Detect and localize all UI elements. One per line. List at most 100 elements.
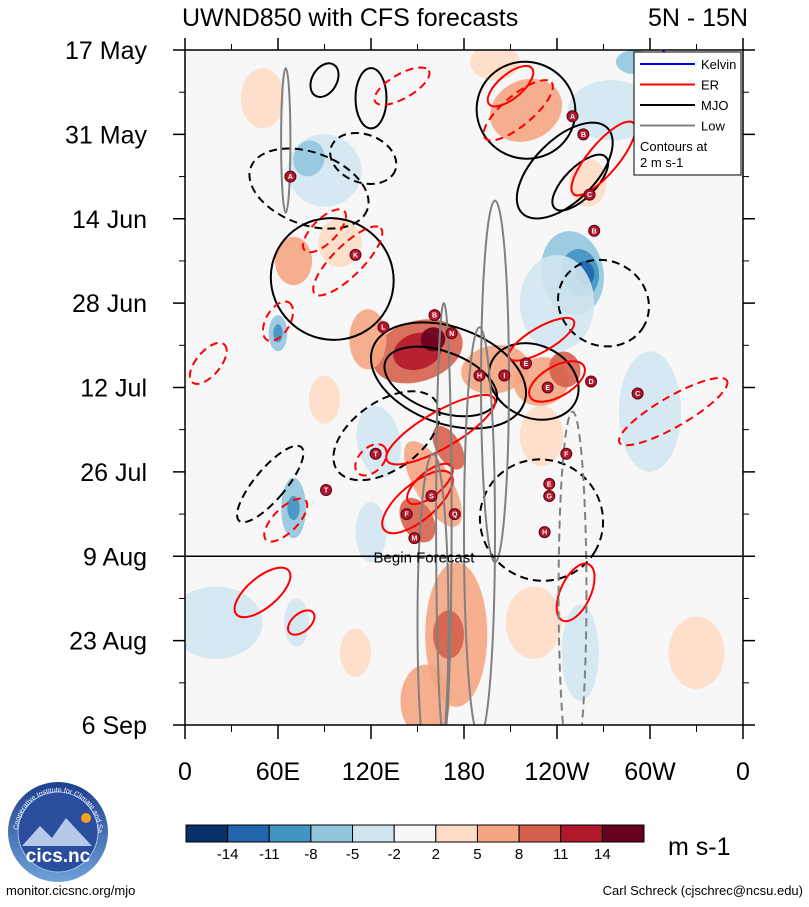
x-tick-label: 120E (342, 758, 400, 786)
storm-marker: F (560, 447, 573, 460)
contour-lines (188, 50, 729, 725)
colorbar-swatch (560, 824, 603, 843)
storm-label: I (503, 373, 505, 380)
storm-marker: C (583, 188, 596, 201)
contour-12 (236, 444, 305, 524)
legend-label: MJO (701, 98, 728, 113)
contour-39 (480, 199, 510, 564)
chart-title: UWND850 with CFS forecasts (182, 4, 518, 32)
storm-marker: Q (448, 508, 461, 521)
contour-17 (373, 66, 431, 106)
x-tick-label: 0 (736, 758, 750, 786)
storm-label: A (570, 114, 575, 121)
contour-38 (280, 67, 292, 214)
storm-marker: F (400, 508, 413, 521)
y-axis: 17 May 31 May 14 Jun 28 Jun 12 Jul 26 Jul 9 Au… (65, 37, 755, 740)
anomaly-blob-4 (461, 344, 529, 394)
legend-label: Low (701, 119, 725, 134)
y-tick-label: 6 Sep (82, 712, 147, 740)
colorbar-unit: m s-1 (668, 833, 731, 861)
contour-15 (482, 79, 554, 142)
anomaly-blob-29 (287, 495, 300, 521)
anomaly-blob-15 (340, 628, 371, 677)
colorbar-swatch (310, 824, 354, 843)
colorbar-label: -11 (259, 846, 280, 863)
legend: Kelvin ER MJO Low Contours at 2 m s-1 (633, 51, 742, 176)
colorbar-swatch (268, 824, 312, 843)
storm-marker: D (585, 375, 598, 388)
storm-label: C (587, 192, 592, 199)
forecast-label: Begin Forecast (374, 549, 476, 566)
colorbar-swatch (518, 824, 562, 843)
contour-3 (269, 217, 395, 341)
colorbar-swatch (435, 824, 478, 843)
storm-marker: K (349, 248, 362, 261)
storm-label: N (449, 331, 454, 338)
storm-marker: G (543, 489, 556, 502)
anomaly-blob-31 (567, 80, 655, 141)
contour-13 (309, 62, 340, 98)
y-tick-label: 14 Jun (72, 206, 147, 234)
storm-label: K (353, 252, 358, 259)
anomaly-blob-30 (356, 405, 402, 478)
storm-label: S (429, 493, 434, 500)
anomaly-blob-44 (309, 375, 340, 424)
y-tick-label: 17 May (65, 37, 147, 65)
anomaly-blob-43 (464, 194, 526, 267)
storm-marker: N (445, 327, 458, 340)
contour-11 (557, 258, 650, 348)
anomaly-blob-39 (519, 405, 564, 466)
storm-label: E (524, 361, 529, 368)
storm-label: L (381, 325, 386, 332)
contour-29 (263, 497, 309, 543)
storm-marker: B (577, 128, 590, 141)
x-tick-label: 60E (256, 758, 300, 786)
y-tick-label: 31 May (65, 121, 147, 149)
colorbar-label: -14 (217, 846, 239, 863)
contour-28 (618, 376, 729, 447)
y-tick-label: 28 Jun (72, 290, 147, 318)
storm-marker: E (520, 357, 532, 370)
logo-text: cics.nc (26, 846, 91, 867)
storm-label: E (545, 385, 550, 392)
anomaly-blob-9 (404, 441, 462, 527)
anomaly-blob-34 (619, 351, 681, 472)
colorbar-label: -8 (304, 846, 317, 863)
colorbar-label: 8 (515, 846, 523, 863)
contour-34 (435, 302, 453, 725)
x-axis: 0 60E 120E 180 120W 60W 0 (178, 38, 750, 786)
storm-label: F (564, 451, 569, 458)
colorbar-swatch (352, 824, 395, 843)
contour-18 (570, 120, 637, 197)
contour-35 (463, 326, 496, 725)
colorbar-swatch (185, 824, 229, 843)
storm-label: B (432, 313, 437, 320)
storm-label: H (477, 373, 482, 380)
storm-marker: M (408, 532, 421, 545)
storm-marker: E (543, 477, 556, 490)
contour-36 (416, 452, 450, 725)
anomaly-blob-36 (561, 604, 599, 701)
colorbar-label: 5 (473, 846, 481, 863)
storm-label: B (592, 228, 597, 235)
contour-10 (478, 458, 605, 582)
colorbar: -14 -11 -8 -5 -2 2 5 8 11 14 (185, 824, 645, 863)
anomaly-blob-35 (185, 586, 263, 659)
storm-label: C (635, 391, 640, 398)
storm-label: H (542, 530, 547, 537)
anomaly-blob-40 (662, 254, 700, 328)
contour-26 (528, 360, 586, 403)
x-tick-label: 0 (178, 758, 192, 786)
storm-label: E (547, 481, 552, 488)
anomaly-blob-3 (349, 309, 387, 370)
contour-31 (287, 609, 316, 636)
y-tick-label: 23 Aug (69, 628, 147, 656)
anomaly-blob-41 (668, 616, 725, 689)
storm-marker: A (566, 110, 579, 123)
storm-marker: H (538, 526, 551, 539)
contour-23 (385, 393, 497, 466)
colorbar-label: 2 (432, 846, 440, 863)
storm-label: Q (452, 512, 458, 519)
footer-url[interactable]: monitor.cicsnc.org/mjo (6, 883, 136, 898)
